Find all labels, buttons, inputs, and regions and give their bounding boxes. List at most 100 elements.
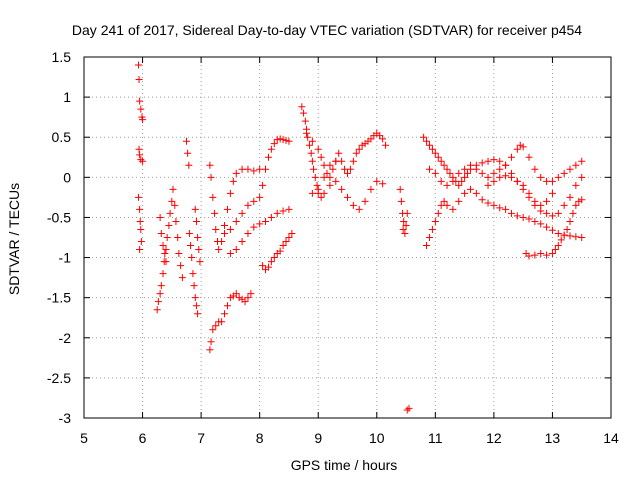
data-point — [135, 145, 143, 153]
data-point — [440, 161, 448, 169]
data-point — [259, 262, 267, 270]
data-point — [525, 252, 533, 260]
y-tick-label: -1 — [59, 250, 72, 266]
data-point — [307, 149, 315, 157]
data-point — [244, 165, 252, 173]
data-point — [376, 132, 384, 140]
data-point — [367, 185, 375, 193]
data-point — [440, 197, 448, 205]
data-point — [270, 140, 278, 148]
data-point — [332, 157, 340, 165]
data-point — [244, 294, 252, 302]
data-point — [531, 165, 539, 173]
data-point — [338, 157, 346, 165]
data-point — [244, 201, 252, 209]
y-tick-label: 1.5 — [52, 49, 72, 65]
data-point — [449, 205, 457, 213]
data-point — [490, 201, 498, 209]
chart-title: Day 241 of 2017, Sidereal Day-to-day VTE… — [72, 22, 582, 38]
data-point — [304, 133, 312, 141]
data-point — [507, 173, 515, 181]
data-point — [443, 165, 451, 173]
data-point — [273, 209, 281, 217]
data-point — [285, 234, 293, 241]
x-axis-label: GPS time / hours — [291, 457, 398, 473]
x-tick-label: 8 — [256, 430, 264, 446]
data-point — [171, 201, 179, 209]
data-point — [563, 225, 571, 233]
data-point — [303, 129, 311, 137]
y-axis-label: SDTVAR / TECUs — [6, 183, 22, 295]
data-point — [519, 181, 527, 189]
data-point — [379, 135, 387, 143]
data-point — [352, 149, 360, 157]
x-tick-label: 7 — [197, 430, 205, 446]
data-point — [507, 153, 515, 161]
data-point — [162, 246, 170, 254]
y-tick-label: 0.5 — [52, 129, 72, 145]
data-point — [484, 181, 492, 189]
data-point — [428, 145, 436, 153]
data-point — [238, 165, 246, 173]
data-point — [168, 197, 176, 205]
data-point — [496, 173, 504, 181]
data-point — [566, 232, 574, 240]
data-point — [344, 169, 351, 177]
data-point — [178, 274, 186, 282]
data-point — [184, 149, 192, 157]
data-point — [437, 177, 445, 185]
data-point — [431, 149, 439, 157]
data-point — [308, 157, 316, 165]
data-point — [572, 233, 580, 241]
data-point — [157, 229, 165, 237]
data-point — [195, 246, 203, 254]
data-point — [326, 161, 334, 169]
data-point — [232, 217, 240, 225]
data-point — [311, 173, 319, 181]
data-point — [279, 207, 287, 215]
data-point — [215, 246, 223, 254]
data-point — [464, 169, 472, 177]
data-point — [379, 180, 387, 188]
data-point — [221, 310, 229, 318]
data-point — [569, 209, 577, 217]
data-point — [232, 169, 240, 177]
x-tick-label: 11 — [428, 430, 443, 446]
data-point — [250, 223, 258, 231]
data-point — [513, 145, 521, 153]
data-point — [139, 157, 147, 165]
data-point — [226, 225, 234, 233]
data-point — [161, 250, 169, 258]
data-point — [531, 217, 539, 225]
data-point — [458, 177, 466, 185]
data-point — [361, 197, 369, 205]
data-point — [502, 161, 510, 169]
data-point — [396, 185, 404, 193]
axis-ticks — [83, 56, 612, 419]
x-tick-label: 9 — [314, 430, 322, 446]
data-point — [496, 157, 504, 165]
data-point — [226, 250, 234, 258]
data-point — [256, 165, 264, 173]
data-point — [267, 213, 275, 221]
data-point — [235, 294, 243, 302]
data-point — [355, 205, 363, 213]
data-point — [455, 169, 463, 177]
data-point — [578, 196, 586, 204]
data-point — [314, 185, 322, 193]
data-point — [305, 141, 313, 149]
data-point — [349, 157, 357, 165]
data-point — [543, 223, 551, 231]
data-point — [525, 189, 533, 197]
x-tick-label: 10 — [369, 430, 385, 446]
data-point — [423, 137, 431, 145]
data-point — [566, 165, 574, 173]
x-tick-label: 5 — [80, 430, 88, 446]
data-point — [437, 201, 445, 209]
x-tick-label: 14 — [603, 430, 619, 446]
data-point — [241, 298, 249, 306]
data-point — [560, 231, 568, 239]
data-point — [472, 165, 480, 173]
data-point — [226, 189, 234, 197]
data-point — [403, 209, 411, 217]
